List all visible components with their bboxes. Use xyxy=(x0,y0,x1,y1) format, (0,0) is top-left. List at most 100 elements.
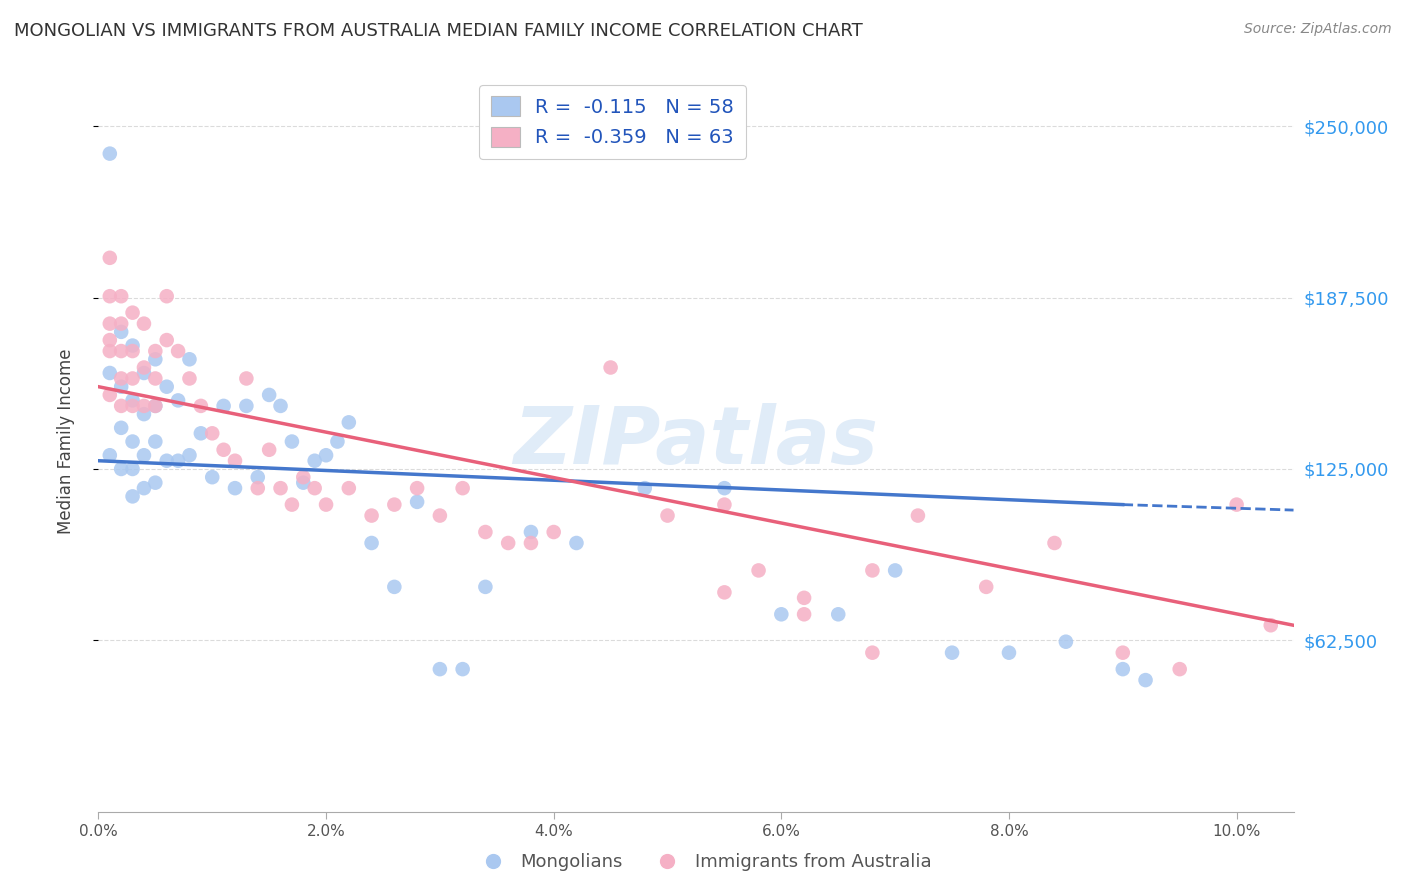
Point xyxy=(212,442,235,457)
Point xyxy=(770,607,793,622)
Point xyxy=(143,399,166,413)
Point xyxy=(167,454,190,468)
Y-axis label: Median Family Income: Median Family Income xyxy=(56,349,75,534)
Point xyxy=(143,434,166,449)
Point xyxy=(132,399,155,413)
Point xyxy=(143,344,166,359)
Point xyxy=(110,317,132,331)
Point xyxy=(382,580,405,594)
Point xyxy=(474,524,496,539)
Point xyxy=(98,344,121,359)
Point xyxy=(98,388,121,402)
Point xyxy=(121,462,143,476)
Point xyxy=(1112,646,1135,660)
Point xyxy=(156,289,179,303)
Point xyxy=(474,580,496,594)
Point xyxy=(156,380,179,394)
Point xyxy=(304,454,326,468)
Point xyxy=(748,563,770,577)
Point xyxy=(110,325,132,339)
Point xyxy=(235,371,257,385)
Point xyxy=(110,421,132,435)
Text: MONGOLIAN VS IMMIGRANTS FROM AUSTRALIA MEDIAN FAMILY INCOME CORRELATION CHART: MONGOLIAN VS IMMIGRANTS FROM AUSTRALIA M… xyxy=(14,22,863,40)
Point xyxy=(634,481,657,495)
Point xyxy=(315,448,337,462)
Point xyxy=(132,448,155,462)
Point xyxy=(132,317,155,331)
Point xyxy=(132,360,155,375)
Text: Source: ZipAtlas.com: Source: ZipAtlas.com xyxy=(1244,22,1392,37)
Point xyxy=(179,352,201,367)
Point xyxy=(132,481,155,495)
Point xyxy=(156,333,179,347)
Point xyxy=(429,662,451,676)
Point xyxy=(860,646,883,660)
Point xyxy=(713,498,735,512)
Point xyxy=(599,360,621,375)
Point xyxy=(98,289,121,303)
Point xyxy=(827,607,849,622)
Point xyxy=(98,333,121,347)
Point xyxy=(143,475,166,490)
Point xyxy=(246,470,269,484)
Point xyxy=(565,536,588,550)
Point xyxy=(281,434,304,449)
Point xyxy=(235,399,257,413)
Point xyxy=(326,434,349,449)
Point xyxy=(190,426,212,441)
Point xyxy=(713,585,735,599)
Point xyxy=(451,662,474,676)
Point xyxy=(156,454,179,468)
Point xyxy=(1054,634,1077,648)
Point xyxy=(212,399,235,413)
Point xyxy=(270,481,292,495)
Point xyxy=(304,481,326,495)
Point xyxy=(98,251,121,265)
Text: ZIPatlas: ZIPatlas xyxy=(513,402,879,481)
Point xyxy=(292,470,315,484)
Point xyxy=(520,536,543,550)
Point xyxy=(110,399,132,413)
Point xyxy=(110,289,132,303)
Point xyxy=(281,498,304,512)
Legend: Mongolians, Immigrants from Australia: Mongolians, Immigrants from Australia xyxy=(468,847,938,879)
Point xyxy=(121,306,143,320)
Point xyxy=(98,366,121,380)
Point xyxy=(224,454,246,468)
Point xyxy=(1135,673,1157,687)
Point xyxy=(1112,662,1135,676)
Point xyxy=(860,563,883,577)
Point xyxy=(167,344,190,359)
Point xyxy=(98,448,121,462)
Point xyxy=(793,591,815,605)
Point xyxy=(1226,498,1249,512)
Point xyxy=(121,344,143,359)
Point xyxy=(143,399,166,413)
Point xyxy=(132,366,155,380)
Point xyxy=(1168,662,1191,676)
Point xyxy=(143,352,166,367)
Point xyxy=(121,434,143,449)
Point xyxy=(179,448,201,462)
Point xyxy=(179,371,201,385)
Point xyxy=(337,415,360,429)
Point xyxy=(406,495,429,509)
Point xyxy=(406,481,429,495)
Point xyxy=(793,607,815,622)
Point xyxy=(110,380,132,394)
Point xyxy=(121,338,143,352)
Point xyxy=(1260,618,1282,632)
Point xyxy=(429,508,451,523)
Point xyxy=(360,536,382,550)
Point xyxy=(167,393,190,408)
Point xyxy=(520,524,543,539)
Point xyxy=(998,646,1021,660)
Point xyxy=(246,481,269,495)
Point xyxy=(143,371,166,385)
Point xyxy=(121,489,143,503)
Point xyxy=(257,388,280,402)
Point xyxy=(110,344,132,359)
Legend: R =  -0.115   N = 58, R =  -0.359   N = 63: R = -0.115 N = 58, R = -0.359 N = 63 xyxy=(479,85,745,159)
Point xyxy=(224,481,246,495)
Point xyxy=(941,646,963,660)
